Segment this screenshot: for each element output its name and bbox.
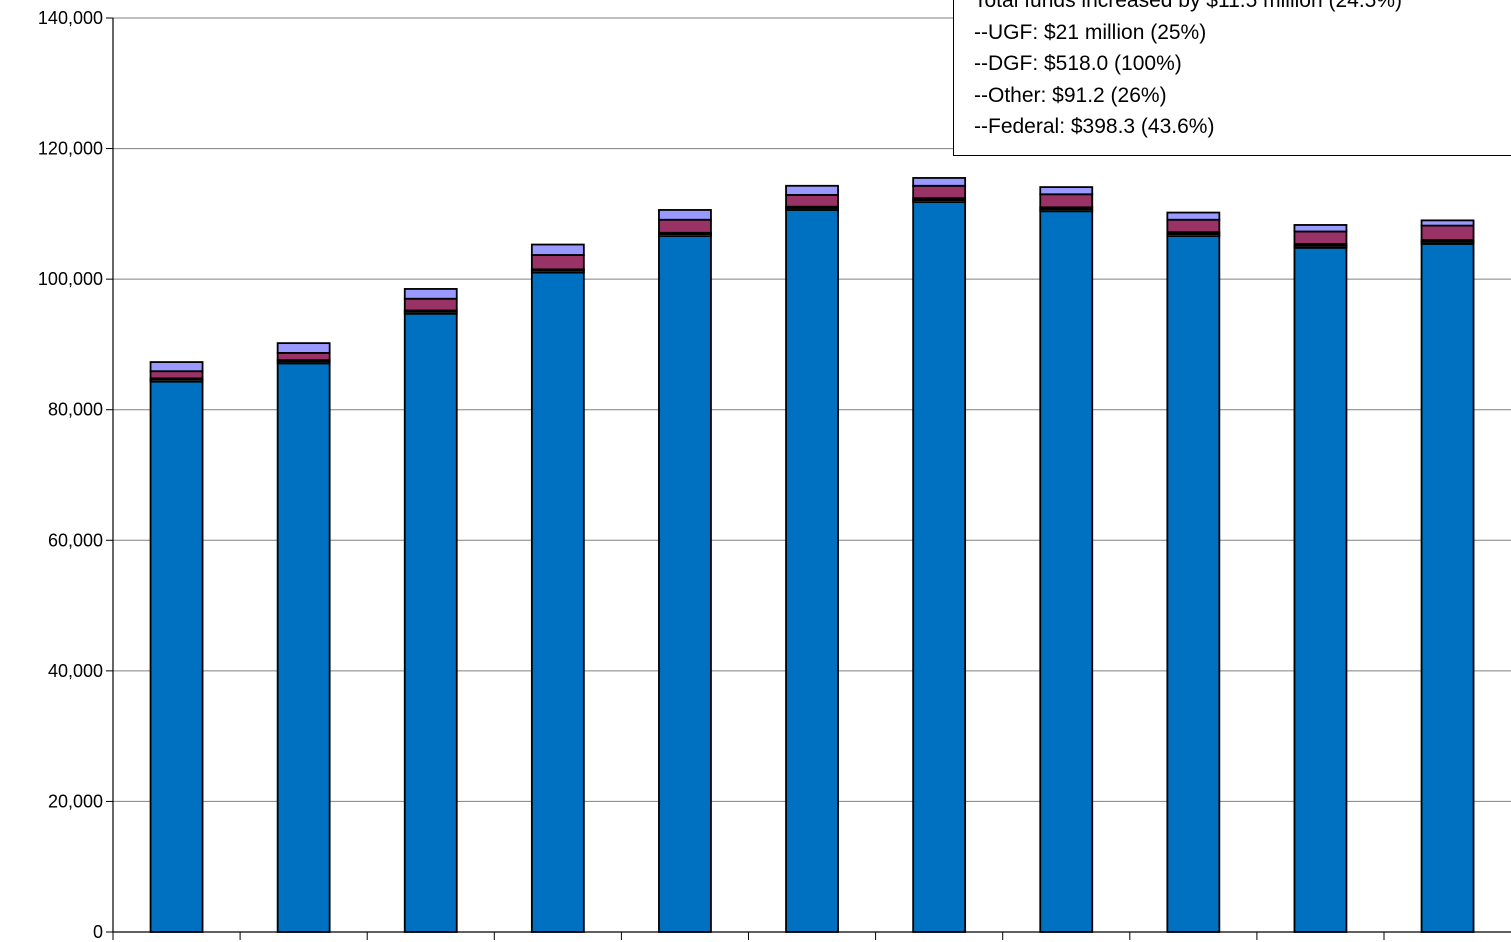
bar-segment xyxy=(1166,235,1221,933)
bar-segment xyxy=(403,288,458,300)
bar-segment xyxy=(276,342,331,354)
bar-segment xyxy=(530,254,585,271)
annotation-line: Total funds increased by $11.5 million (… xyxy=(974,0,1403,12)
y-tick-label: 40,000 xyxy=(48,661,103,681)
bar-segment xyxy=(530,271,585,933)
bar-segment xyxy=(1420,242,1475,933)
bar-segment xyxy=(149,361,204,373)
bar-segment xyxy=(149,370,204,380)
bar-segment xyxy=(149,380,204,933)
bar-segment xyxy=(403,297,458,312)
y-tick-label: 0 xyxy=(93,922,103,942)
bar-segment xyxy=(785,194,839,208)
y-tick-label: 140,000 xyxy=(38,8,103,28)
annotation-box: Total funds increased by $11.5 million (… xyxy=(953,0,1511,156)
bar-segment xyxy=(1166,211,1221,221)
bar-segment xyxy=(658,209,712,221)
bar-segment xyxy=(1420,224,1475,241)
y-tick-label: 120,000 xyxy=(38,139,103,159)
bar-segment xyxy=(912,201,967,933)
annotation-line: --UGF: $21 million (25%) xyxy=(974,20,1207,44)
bar-segment xyxy=(1039,186,1094,196)
bar-segment xyxy=(276,352,331,361)
annotation-line: --DGF: $518.0 (100%) xyxy=(974,52,1182,75)
bar-segment xyxy=(785,209,839,933)
bar-segment xyxy=(276,362,331,933)
bar-segment xyxy=(785,184,839,196)
bar-segment xyxy=(1166,218,1221,234)
bars xyxy=(149,177,1475,933)
bar-segment xyxy=(1293,246,1348,933)
y-tick-labels: 0 20,000 40,000 60,000 80,000 100,000 120,000 1… xyxy=(38,8,103,942)
annotation-line: --Federal: $398.3 (43.6%) xyxy=(974,115,1215,138)
bar-segment xyxy=(912,184,967,200)
bar-segment xyxy=(1420,219,1475,227)
y-tick-label: 100,000 xyxy=(38,269,103,289)
bar-segment xyxy=(1039,210,1094,933)
annotation-line: --Other: $91.2 (26%) xyxy=(974,83,1167,107)
bar-segment xyxy=(912,177,967,187)
bar-segment xyxy=(1039,193,1094,209)
bar-segment xyxy=(530,243,585,256)
bar-segment xyxy=(403,312,458,933)
bar-segment xyxy=(658,218,712,234)
bar-segment xyxy=(1293,230,1348,245)
y-tick-label: 20,000 xyxy=(48,791,103,811)
bar-segment xyxy=(1293,224,1348,233)
y-tick-label: 60,000 xyxy=(48,530,103,550)
y-tick-label: 80,000 xyxy=(48,400,103,420)
bar-segment xyxy=(658,235,712,933)
